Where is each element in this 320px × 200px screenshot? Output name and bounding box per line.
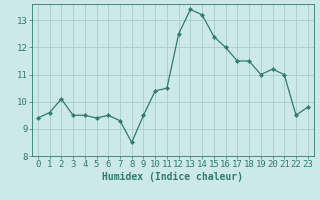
X-axis label: Humidex (Indice chaleur): Humidex (Indice chaleur): [102, 172, 243, 182]
